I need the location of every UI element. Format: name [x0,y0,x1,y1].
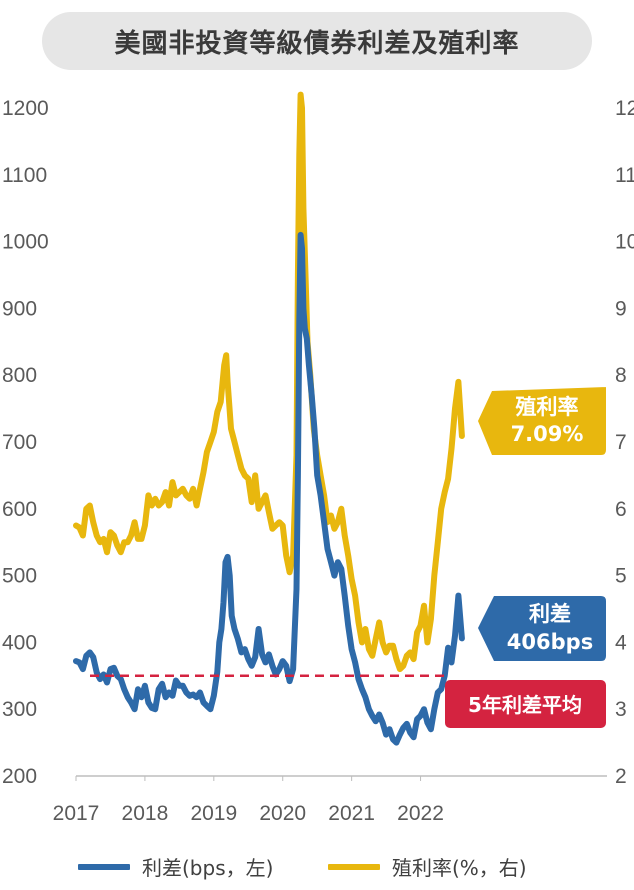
left-tick-label: 1200 [2,97,49,120]
x-tick-label: 2020 [259,802,306,825]
right-tick-label: 4 [615,631,627,654]
left-tick-label: 1000 [2,231,49,254]
left-tick-label: 300 [2,698,37,721]
legend-swatch-spread [78,863,130,870]
yield-callout-label: 殖利率 [516,395,579,419]
right-tick-label: 7 [615,431,627,454]
legend: 利差(bps，左) 殖利率(%，右) [0,850,634,890]
right-tick-label: 12 [615,97,634,120]
right-tick-label: 5 [615,565,627,588]
legend-item-spread: 利差(bps，左) [78,852,273,881]
series-lines [73,91,465,746]
x-tick-label: 2021 [328,802,375,825]
chart-title: 美國非投資等級債券利差及殖利率 [42,12,592,70]
spread-callout: 利差 406bps [478,596,606,661]
x-tick-label: 2019 [190,802,237,825]
yield-callout: 殖利率 7.09% [478,386,606,455]
average-callout-label: 5年利差平均 [468,693,582,717]
right-tick-label: 2 [615,765,627,788]
spread-callout-value: 406bps [507,630,593,654]
right-axis-ticks: 12 11 10 9 8 7 6 5 4 3 2 [615,97,634,788]
yield-callout-shape [478,386,606,455]
legend-label-spread: 利差(bps，左) [142,856,274,880]
legend-label-yield: 殖利率(%，右) [392,856,527,880]
legend-item-yield: 殖利率(%，右) [328,852,527,881]
average-callout-box [445,680,606,728]
right-tick-label: 9 [615,297,627,320]
right-tick-label: 8 [615,364,627,387]
spread-callout-label: 利差 [529,602,571,626]
x-tick-label: 2018 [122,802,169,825]
right-tick-label: 3 [615,698,627,721]
left-tick-label: 600 [2,498,37,521]
yield-callout-value: 7.09% [511,422,584,446]
spread-series-line [73,231,465,746]
right-tick-label: 6 [615,498,627,521]
right-tick-label: 11 [615,164,634,187]
left-tick-label: 500 [2,565,37,588]
average-callout: 5年利差平均 [445,680,606,728]
right-tick-label: 10 [615,231,634,254]
x-tick-label: 2017 [53,802,100,825]
yield-series-line [73,91,465,673]
left-tick-label: 700 [2,431,37,454]
x-axis-ticks: 2017 2018 2019 2020 2021 2022 [53,776,444,825]
left-tick-label: 400 [2,631,37,654]
left-axis-ticks: 1200 1100 1000 900 800 700 600 500 400 300 200 [2,97,49,788]
left-tick-label: 1100 [2,164,47,187]
left-tick-label: 900 [2,297,37,320]
x-tick-label: 2022 [397,802,444,825]
left-tick-label: 200 [2,765,37,788]
spread-callout-shape [478,596,606,661]
left-tick-label: 800 [2,364,37,387]
legend-swatch-yield [328,863,380,870]
